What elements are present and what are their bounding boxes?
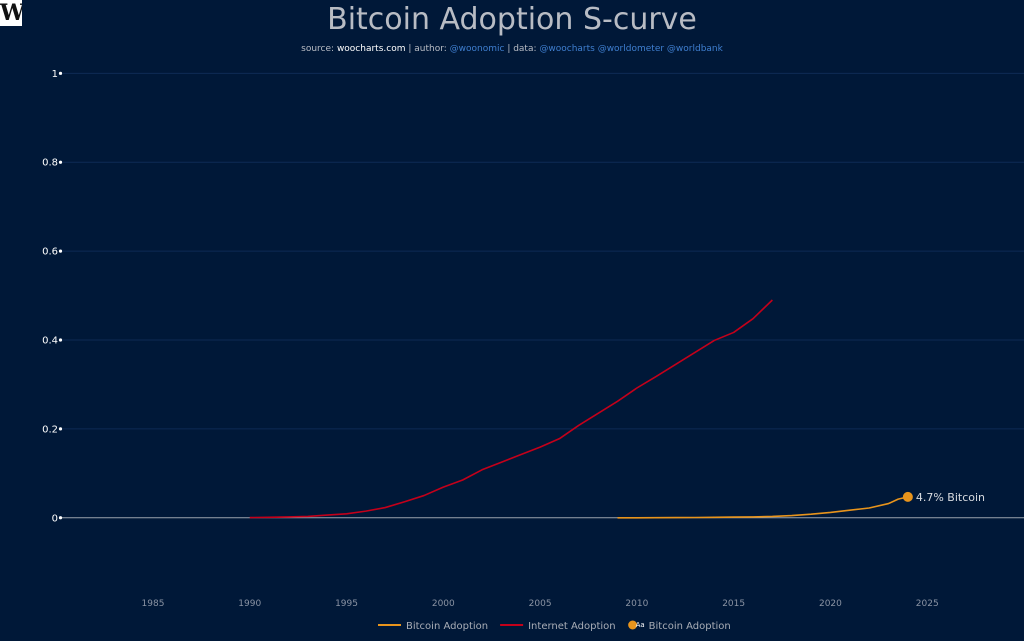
grid-lines (62, 72, 1024, 519)
legend[interactable]: Bitcoin Adoption Internet Adoption Aa Bitco… (378, 620, 731, 633)
legend-item-1[interactable]: Internet Adoption (500, 621, 616, 632)
annotation-marker (902, 491, 913, 502)
y-axis-ticks: 0 0.2 0.4 0.6 0.8 1 (42, 69, 63, 524)
x-tick-label-1: 1990 (238, 599, 261, 609)
legend-label-1: Internet Adoption (528, 621, 616, 632)
x-tick-label-0: 1985 (142, 599, 165, 609)
chart-title: Bitcoin Adoption S-curve (327, 2, 697, 37)
chart-subtitle: source: woocharts.com | author: @woonomi… (0, 44, 1024, 54)
y-tick-mark-1 (58, 427, 63, 431)
legend-item-2[interactable]: Aa Bitcoin Adoption (628, 620, 731, 633)
y-tick-mark-4 (58, 160, 63, 164)
y-tick-label-2: 0.4 (42, 336, 58, 347)
y-tick-label-3: 0.6 (42, 247, 58, 258)
x-tick-label-4: 2005 (529, 599, 552, 609)
legend-swatch-2 (628, 620, 638, 630)
bitcoin-adoption-line (617, 496, 909, 519)
y-tick-label-1: 0.2 (42, 424, 58, 435)
legend-label-2: Bitcoin Adoption (649, 621, 731, 632)
x-axis-ticks: 1985 1990 1995 2000 2005 2010 2015 2020 2025 (142, 599, 939, 609)
internet-adoption-line (249, 299, 773, 519)
subtitle-source-link[interactable]: woocharts.com (336, 44, 406, 54)
subtitle-author-link[interactable]: @woonomic (449, 44, 505, 54)
y-tick-mark-0 (58, 516, 63, 520)
legend-item-0[interactable]: Bitcoin Adoption (378, 621, 488, 632)
legend-label-0: Bitcoin Adoption (406, 621, 488, 632)
y-tick-mark-2 (58, 338, 63, 342)
x-tick-label-5: 2010 (625, 599, 648, 609)
y-tick-mark-3 (58, 249, 63, 253)
y-tick-label-0: 0 (52, 513, 58, 524)
y-tick-mark-5 (58, 71, 63, 75)
x-tick-label-8: 2025 (916, 599, 939, 609)
annotation-label: 4.7% Bitcoin (916, 491, 985, 504)
annotation-group: 4.7% Bitcoin (902, 491, 985, 504)
subtitle-source-prefix: source: (301, 44, 337, 54)
woocharts-logo: W (0, 0, 22, 26)
y-tick-label-4: 0.8 (42, 158, 58, 169)
x-tick-label-6: 2015 (722, 599, 745, 609)
subtitle-data-prefix: | data: (504, 44, 540, 54)
subtitle-author-prefix: | author: (405, 44, 450, 54)
legend-glyph-2: Aa (636, 621, 645, 629)
subtitle-data-links[interactable]: @woocharts @worldometer @worldbank (539, 44, 723, 54)
x-tick-label-7: 2020 (819, 599, 842, 609)
y-tick-label-5: 1 (52, 69, 58, 80)
x-tick-label-3: 2000 (432, 599, 455, 609)
x-tick-label-2: 1995 (335, 599, 358, 609)
series-lines (249, 299, 909, 519)
